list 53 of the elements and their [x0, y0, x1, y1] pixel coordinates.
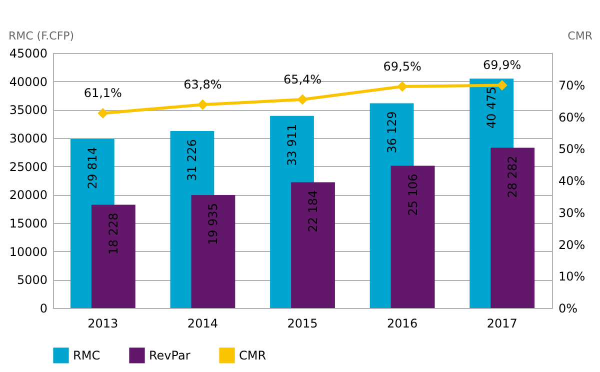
- data-label: 19 935: [206, 203, 220, 246]
- x-tick-label: 2016: [387, 316, 418, 330]
- data-label: 40 475: [484, 86, 499, 129]
- y-tick-label: 10000: [9, 244, 48, 259]
- y-tick-label: 15000: [9, 216, 48, 230]
- y-tick-label: 25000: [9, 160, 48, 174]
- point: [98, 108, 108, 118]
- y-tick-label: 45000: [9, 46, 48, 60]
- x-tick-label: 2017: [486, 316, 518, 330]
- y2-tick-label: 0%: [558, 302, 578, 316]
- y2-tick-label: 50%: [558, 142, 586, 156]
- y2-tick-label: 70%: [558, 78, 586, 92]
- y2-tick-label: 30%: [558, 206, 586, 220]
- bar: [390, 166, 435, 308]
- y-tick-label: 40000: [9, 74, 48, 89]
- data-label: 31 226: [185, 139, 200, 182]
- data-label: 63,8%: [184, 78, 222, 92]
- legend-label: RevPar: [149, 348, 190, 362]
- y-tick-label: 20000: [9, 188, 48, 202]
- point: [297, 94, 308, 105]
- legend-label: RMC: [73, 348, 100, 362]
- y-tick-label: 5000: [16, 273, 48, 288]
- bar: [91, 204, 136, 308]
- data-label: 29 814: [85, 147, 100, 190]
- y2-tick-label: 20%: [558, 238, 586, 252]
- data-label: 69,5%: [383, 59, 422, 74]
- x-tick-label: 2015: [287, 316, 318, 330]
- data-label: 28 282: [506, 156, 520, 198]
- data-label: 18 228: [106, 212, 120, 255]
- data-label: 36 129: [384, 111, 399, 154]
- data-label: 65,4%: [283, 72, 322, 87]
- y-axis-title: RMC (F.CFP): [8, 30, 74, 42]
- point: [397, 81, 408, 92]
- point: [496, 80, 508, 90]
- y2-tick-label: 60%: [558, 110, 586, 124]
- bar: [191, 195, 236, 308]
- bar: [490, 148, 535, 308]
- data-label: 25 106: [406, 174, 420, 216]
- point: [197, 99, 208, 110]
- y-tick-label: 0: [40, 302, 48, 316]
- bar: [291, 182, 335, 308]
- y2-tick-label: 40%: [558, 174, 586, 188]
- x-tick-label: 2013: [88, 316, 118, 330]
- data-label: 33 911: [285, 124, 299, 166]
- data-label: 22 184: [306, 190, 320, 232]
- y2-tick-label: 10%: [558, 270, 586, 284]
- y-tick-label: 30000: [9, 132, 48, 146]
- y-tick-label: 35000: [9, 103, 48, 118]
- data-label: 69,9%: [483, 58, 522, 72]
- legend-label: CMR: [239, 348, 266, 362]
- data-label: 61,1%: [84, 86, 122, 100]
- x-tick-label: 2014: [187, 316, 218, 330]
- y2-axis-title: CMR: [568, 30, 593, 42]
